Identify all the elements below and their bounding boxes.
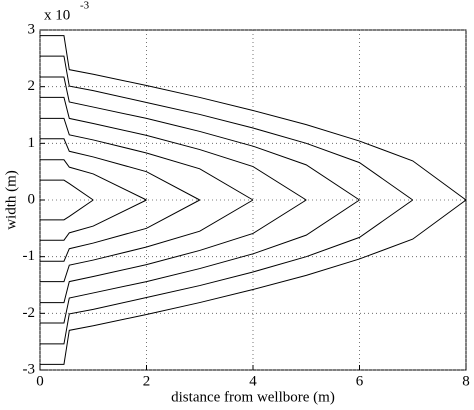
x-tick-label: 8 bbox=[462, 373, 470, 389]
width-curve bbox=[40, 199, 147, 241]
width-curve bbox=[40, 96, 307, 201]
width-curve bbox=[40, 199, 360, 324]
y-exponent: -3 bbox=[80, 0, 90, 12]
y-tick-label: 2 bbox=[28, 78, 36, 94]
x-tick-label: 4 bbox=[249, 373, 257, 389]
width-curve bbox=[40, 55, 414, 201]
y-multiplier: x 10 bbox=[44, 7, 70, 23]
width-curve bbox=[40, 199, 254, 283]
x-tick-label: 2 bbox=[143, 373, 151, 389]
y-tick-label: -3 bbox=[23, 361, 36, 377]
x-tick-label: 0 bbox=[36, 373, 44, 389]
width-curve bbox=[40, 35, 467, 201]
width-curve bbox=[40, 199, 414, 345]
width-curve bbox=[40, 117, 254, 201]
width-curve bbox=[40, 159, 147, 201]
width-curve bbox=[40, 199, 307, 304]
width-curve bbox=[40, 199, 467, 365]
y-tick-label: 1 bbox=[28, 135, 36, 151]
width-curve bbox=[40, 199, 94, 221]
y-tick-label: 0 bbox=[28, 191, 36, 207]
y-axis-label: width (m) bbox=[3, 170, 19, 230]
width-curve bbox=[40, 138, 200, 201]
y-tick-label: 3 bbox=[28, 21, 36, 37]
y-tick-label: -2 bbox=[23, 305, 36, 321]
y-tick-label: -1 bbox=[23, 248, 36, 264]
width-curve bbox=[40, 76, 360, 201]
width-curve bbox=[40, 199, 200, 262]
x-tick-label: 6 bbox=[356, 373, 364, 389]
width-curve bbox=[40, 179, 94, 201]
x-axis-label: distance from wellbore (m) bbox=[171, 389, 335, 405]
